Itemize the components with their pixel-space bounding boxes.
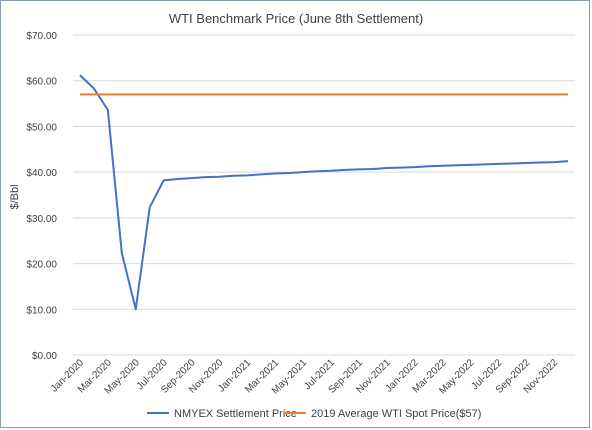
y-tick-label: $10.00 <box>26 305 57 316</box>
legend-label-settlement: NMYEX Settlement Price <box>174 408 297 420</box>
y-tick-label: $70.00 <box>26 31 57 42</box>
y-tick-label: $0.00 <box>32 351 57 362</box>
series-lines <box>79 74 569 311</box>
y-tick-label: $40.00 <box>26 168 57 179</box>
y-tick-labels: $0.00 $10.00 $20.00 $30.00 $40.00 $50.00 $60.0… <box>26 31 57 362</box>
legend-label-average: 2019 Average WTI Spot Price($57) <box>311 408 481 420</box>
y-tick-label: $60.00 <box>26 77 57 88</box>
y-tick-label: $20.00 <box>26 260 57 271</box>
y-tick-label: $50.00 <box>26 122 57 133</box>
legend: NMYEX Settlement Price 2019 Average WTI … <box>147 408 481 420</box>
y-axis-label: $/Bbl <box>9 184 21 209</box>
chart-title: WTI Benchmark Price (June 8th Settlement… <box>169 11 423 26</box>
gridlines <box>73 34 575 356</box>
series-line-settlement <box>79 74 569 311</box>
y-tick-label: $30.00 <box>26 214 57 225</box>
x-tick-labels: Jan-2020Mar-2020May-2020Jul-2020Sep-2020… <box>49 357 561 397</box>
